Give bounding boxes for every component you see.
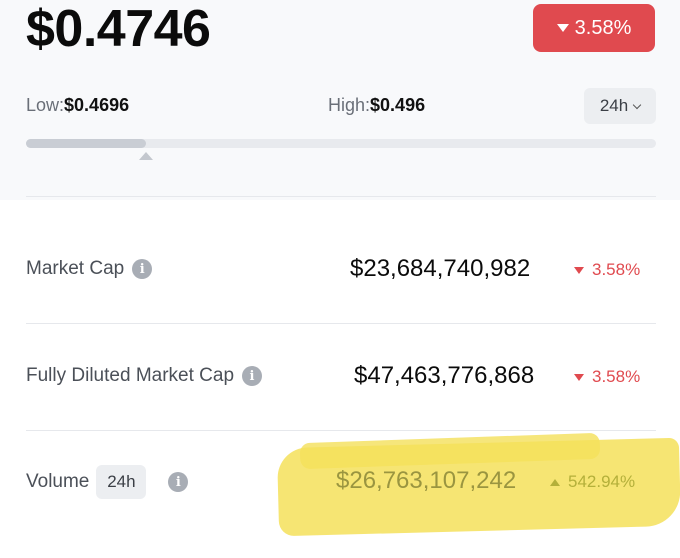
triangle-down-icon: [556, 24, 569, 32]
info-icon[interactable]: i: [132, 259, 153, 279]
stat-label-fully-diluted: Fully Diluted Market Cap i: [26, 365, 263, 387]
info-icon[interactable]: i: [242, 366, 263, 386]
price-change-badge: 3.58%: [533, 4, 655, 52]
volume-period-chip[interactable]: 24h: [96, 465, 147, 499]
range-period-label: 24h: [599, 96, 629, 115]
price-range-bar: [26, 139, 656, 148]
triangle-down-icon: [574, 373, 584, 381]
range-period-select[interactable]: 24h: [584, 88, 656, 124]
triangle-up-icon: [550, 478, 560, 486]
divider: [26, 430, 656, 431]
price-range-fill: [26, 139, 146, 148]
volume-value: $26,763,107,242: [336, 467, 517, 494]
high-price: High:$0.496: [328, 95, 426, 115]
triangle-down-icon: [574, 266, 584, 274]
current-price: $0.4746: [26, 0, 211, 58]
stat-label-market-cap: Market Cap i: [26, 258, 153, 280]
divider: [26, 323, 656, 324]
divider: [26, 196, 656, 197]
price-change-value: 3.58%: [574, 16, 632, 39]
volume-change: 542.94%: [550, 472, 635, 492]
stat-row-volume: Volume 24h i $26,763,107,242 542.94%: [26, 462, 656, 502]
price-range-marker: [138, 152, 153, 160]
fully-diluted-change: 3.58%: [574, 367, 640, 387]
market-cap-value: $23,684,740,982: [350, 255, 531, 282]
market-cap-change: 3.58%: [574, 260, 640, 280]
low-price: Low:$0.4696: [26, 95, 130, 115]
stat-row-market-cap: Market Cap i $23,684,740,982 3.58%: [26, 250, 656, 290]
fully-diluted-value: $47,463,776,868: [354, 362, 535, 389]
price-range-row: Low:$0.4696 High:$0.496 24h: [26, 88, 656, 124]
stat-row-fully-diluted: Fully Diluted Market Cap i $47,463,776,8…: [26, 357, 656, 397]
chevron-down-icon: [632, 100, 642, 109]
stat-label-volume: Volume 24h i: [26, 465, 189, 499]
info-icon[interactable]: i: [168, 472, 189, 492]
